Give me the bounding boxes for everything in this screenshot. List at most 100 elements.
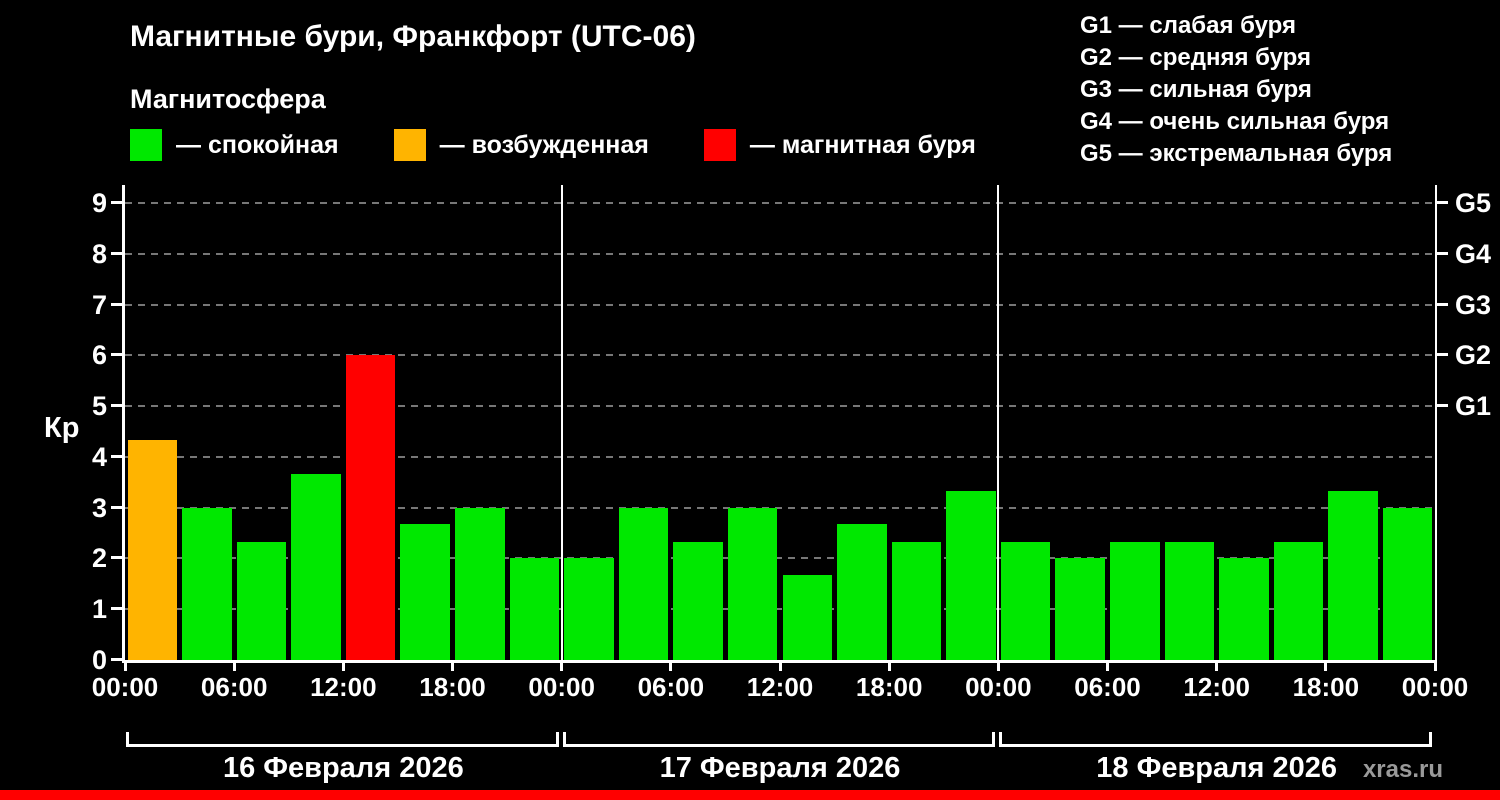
x-tick-label: 18:00 <box>419 672 486 702</box>
g-tick <box>1437 201 1448 204</box>
gridline-6 <box>125 354 1435 357</box>
x-tick <box>341 663 345 671</box>
g-tick <box>1437 251 1448 255</box>
x-tick <box>1433 663 1437 671</box>
legend-swatch-storm <box>703 129 736 161</box>
g-scale-legend: G1 — слабая буря G2 — средняя буря G3 — си… <box>1080 10 1392 170</box>
kp-bar <box>564 558 614 660</box>
g-legend-line: G2 — средняя буря <box>1080 44 1311 71</box>
day-bracket <box>562 732 996 747</box>
day-bracket <box>126 732 559 747</box>
chart-subtitle: Магнитосфера <box>130 84 326 114</box>
kp-bar <box>1273 541 1324 660</box>
x-tick <box>1324 663 1328 671</box>
y-tick-label: 6 <box>91 340 107 371</box>
y-tick <box>111 251 122 255</box>
x-tick <box>669 663 673 671</box>
kp-state-legend: — спокойная — возбужденная — магнитная бур… <box>130 129 976 161</box>
x-tick <box>778 663 782 671</box>
y-tick-label: 0 <box>91 645 107 675</box>
g-axis-label: G3 <box>1455 289 1492 320</box>
gridline-4 <box>125 455 1435 458</box>
bottom-red-strip <box>0 790 1500 800</box>
kp-bar <box>618 507 669 660</box>
day-separator <box>560 185 563 660</box>
y-tick <box>111 556 122 560</box>
x-tick-label: 00:00 <box>1401 672 1469 702</box>
y-tick-label: 7 <box>91 289 107 320</box>
g-tick <box>1437 302 1448 306</box>
g-tick <box>1437 404 1448 408</box>
legend-label: — магнитная буря <box>749 130 976 159</box>
date-label: 16 Февраля 2026 <box>222 752 464 784</box>
x-tick-label: 00:00 <box>528 672 595 702</box>
g-tick <box>1437 353 1448 357</box>
kp-bar <box>1000 541 1051 660</box>
gridline-7 <box>125 303 1435 306</box>
kp-bar <box>727 507 778 660</box>
gridline-1 <box>125 608 1435 611</box>
kp-bar <box>1110 541 1160 660</box>
x-axis-line <box>122 660 1437 663</box>
y-axis-line <box>122 185 125 663</box>
g-axis-label: G4 <box>1455 238 1492 269</box>
x-tick <box>1106 663 1109 671</box>
kp-bar <box>455 507 505 660</box>
y-tick <box>111 353 122 357</box>
y-tick <box>111 607 122 611</box>
gridline-9 <box>125 202 1435 204</box>
x-tick-label: 06:00 <box>1074 672 1141 702</box>
x-tick-label: 06:00 <box>637 672 705 702</box>
kp-bar <box>782 575 833 660</box>
kp-bar <box>1382 507 1433 660</box>
legend-item-quiet: — спокойная <box>130 129 339 161</box>
y-tick-label: 4 <box>91 441 107 472</box>
y-tick-label: 1 <box>91 594 107 625</box>
x-tick <box>996 663 1000 671</box>
y-tick <box>111 505 122 509</box>
x-tick <box>560 663 564 671</box>
g-axis-label: G1 <box>1455 391 1492 422</box>
x-tick <box>887 663 891 671</box>
kp-bar <box>1219 558 1269 660</box>
x-tick-label: 18:00 <box>1292 672 1360 702</box>
x-tick-label: 06:00 <box>200 672 268 702</box>
right-axis-line <box>1435 185 1437 660</box>
gridline-8 <box>125 252 1435 255</box>
x-tick-label: 00:00 <box>91 672 159 702</box>
x-tick <box>123 663 127 671</box>
watermark: xras.ru <box>1362 756 1443 783</box>
legend-label: — спокойная <box>176 130 339 159</box>
kp-bar <box>946 490 996 660</box>
y-tick-label: 2 <box>91 543 107 574</box>
g-axis-label: G2 <box>1455 340 1492 371</box>
date-label: 18 Февраля 2026 <box>1096 752 1338 784</box>
y-tick <box>111 302 122 306</box>
legend-item-excited: — возбужденная <box>393 129 649 161</box>
gridline-2 <box>125 557 1435 560</box>
x-tick-label: 12:00 <box>746 672 814 702</box>
g-legend-line: G3 — сильная буря <box>1080 76 1312 103</box>
x-tick-label: 12:00 <box>1183 672 1250 702</box>
y-tick <box>111 454 122 458</box>
kp-bar <box>291 473 341 660</box>
kp-bar <box>236 541 287 660</box>
kp-bar <box>345 355 396 660</box>
x-tick-label: 00:00 <box>965 672 1032 702</box>
kp-bar <box>891 541 942 660</box>
date-label: 17 Февраля 2026 <box>659 752 901 784</box>
kp-bar <box>127 440 178 660</box>
kp-bar <box>1328 490 1378 660</box>
y-tick-label: 9 <box>91 188 107 218</box>
g-legend-line: G5 — экстремальная буря <box>1080 140 1393 167</box>
g-legend-line: G4 — очень сильная буря <box>1080 108 1390 135</box>
x-tick <box>232 663 236 671</box>
y-tick <box>111 404 122 408</box>
kp-bar <box>182 507 232 660</box>
kp-bar <box>837 524 887 660</box>
plot-area <box>125 185 1435 660</box>
y-tick <box>111 201 122 204</box>
x-tick <box>451 663 454 671</box>
